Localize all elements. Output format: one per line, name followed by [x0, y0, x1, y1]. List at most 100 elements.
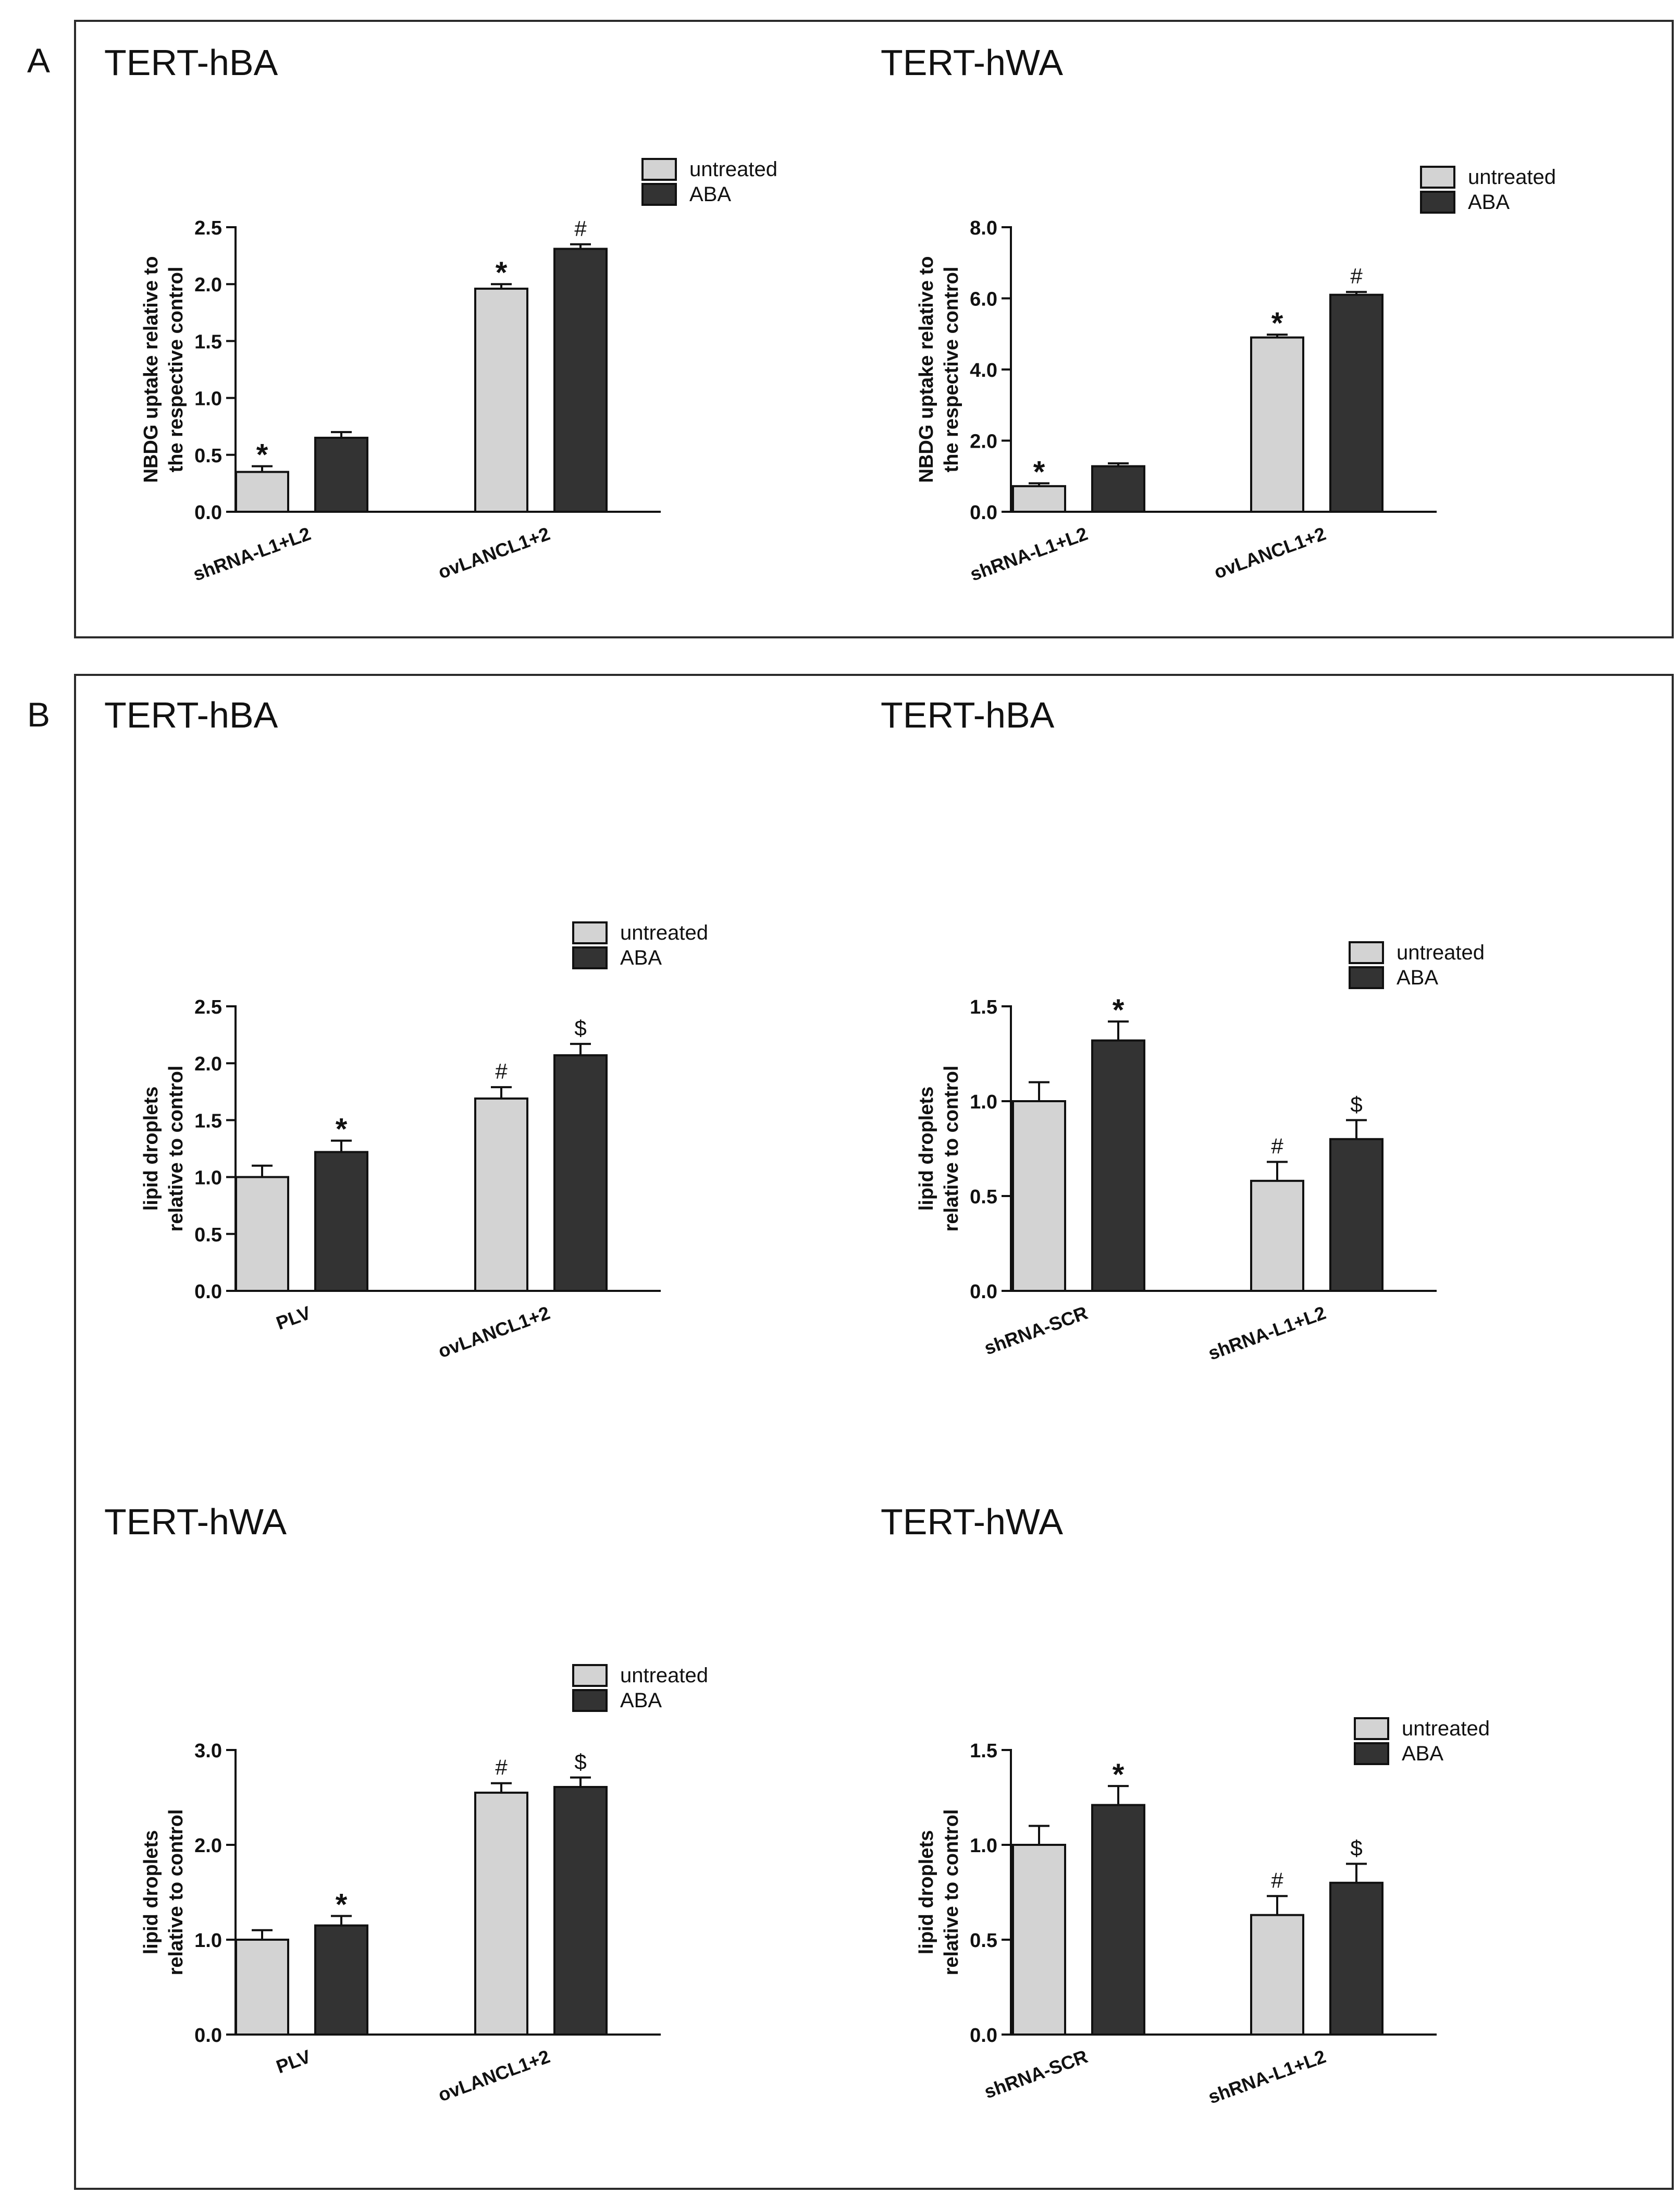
chart-4-bar-untreated: [474, 1791, 528, 2036]
chart-3-ylabel: relative to control: [941, 1066, 962, 1232]
chart-1-xtick-label: ovLANCL1+2: [1211, 523, 1329, 583]
chart-2-bar-aba: [314, 1151, 368, 1292]
chart-3-legend-swatch-untreated: [1349, 941, 1384, 964]
chart-1-ytick-label: 0.0: [970, 502, 997, 524]
chart-4-legend-swatch-aba: [572, 1689, 608, 1712]
chart-3-ytick-label: 0.5: [970, 1186, 997, 1208]
chart-2-bar-untreated: [235, 1176, 289, 1292]
chart-5-ytick-label: 1.5: [970, 1740, 997, 1762]
chart-3-bar-untreated: [1012, 1100, 1066, 1292]
chart-2-ytick-label: 0.0: [194, 1281, 222, 1303]
chart-5-title: TERT-hWA: [881, 1501, 1064, 1542]
chart-1-ytick-label: 8.0: [970, 217, 997, 239]
chart-5-legend-swatch-aba: [1354, 1742, 1389, 1765]
chart-2-annotation: #: [495, 1059, 508, 1083]
panel-a-frame: [74, 20, 1674, 638]
chart-4-xtick-label: ovLANCL1+2: [435, 2045, 553, 2106]
chart-5-bar-untreated: [1250, 1914, 1304, 2036]
chart-2-ytick-label: 1.0: [194, 1167, 222, 1189]
chart-4-ytick-label: 2.0: [194, 1835, 222, 1857]
chart-3-annotation: #: [1271, 1133, 1283, 1158]
chart-3-legend-swatch-aba: [1349, 966, 1384, 989]
chart-1-legend-swatch-untreated: [1420, 166, 1455, 189]
chart-2-ytick-label: 1.5: [194, 1110, 222, 1132]
chart-2-bar-untreated: [474, 1097, 528, 1292]
chart-3-ytick-label: 0.0: [970, 1281, 997, 1303]
chart-0-ylabel: NBDG uptake relative to: [140, 256, 162, 483]
chart-0-legend-label: untreated: [689, 158, 777, 181]
chart-3-xtick-label: shRNA-L1+L2: [1205, 1302, 1329, 1364]
chart-2-ylabel: lipid droplets: [140, 1087, 162, 1211]
chart-2-xtick-label: PLV: [273, 1302, 313, 1334]
chart-0-annotation: *: [256, 438, 268, 472]
chart-3-annotation: *: [1113, 993, 1125, 1027]
chart-1-annotation: *: [1271, 306, 1283, 340]
chart-5-legend-label: untreated: [1402, 1717, 1490, 1740]
chart-3-ytick-label: 1.5: [970, 996, 997, 1018]
chart-5-ylabel: lipid droplets: [916, 1830, 937, 1955]
chart-4-bar-aba: [314, 1924, 368, 2036]
chart-0-xtick-label: ovLANCL1+2: [435, 523, 553, 583]
chart-0-ytick-label: 1.0: [194, 388, 222, 410]
chart-0-bar-aba: [553, 248, 608, 513]
chart-3-title: TERT-hBA: [881, 695, 1055, 735]
chart-5-bar-aba: [1091, 1804, 1145, 2036]
chart-1-bar-untreated: [1250, 336, 1304, 513]
chart-0-ytick-label: 2.5: [194, 217, 222, 239]
chart-2-ylabel: relative to control: [165, 1066, 187, 1232]
chart-1-bar-aba: [1329, 293, 1383, 513]
chart-1-ylabel: NBDG uptake relative to: [916, 256, 937, 483]
chart-1-annotation: #: [1350, 264, 1363, 288]
chart-5-xtick-label: shRNA-L1+L2: [1205, 2045, 1329, 2108]
chart-2-ytick-label: 0.5: [194, 1224, 222, 1246]
chart-1-annotation: *: [1033, 455, 1045, 489]
chart-2-legend-label: ABA: [620, 946, 662, 969]
chart-5-ytick-label: 0.5: [970, 1930, 997, 1952]
chart-3-ytick-label: 1.0: [970, 1091, 997, 1113]
chart-0-ytick-label: 1.5: [194, 331, 222, 353]
chart-4-ylabel: relative to control: [165, 1809, 187, 1976]
chart-4-legend-label: ABA: [620, 1689, 662, 1712]
chart-5-bar-untreated: [1012, 1844, 1066, 2036]
chart-5-legend-label: ABA: [1402, 1742, 1443, 1765]
chart-1-xtick-label: shRNA-L1+L2: [967, 523, 1091, 585]
chart-2-annotation: *: [336, 1113, 348, 1147]
chart-5-annotation: $: [1350, 1835, 1362, 1860]
chart-0-ylabel: the respective control: [165, 267, 187, 473]
chart-2-bar-aba: [553, 1054, 608, 1292]
chart-5-ylabel: relative to control: [941, 1809, 962, 1976]
chart-5-annotation: #: [1271, 1868, 1283, 1892]
chart-3-bar-aba: [1329, 1138, 1383, 1292]
chart-3-bar-aba: [1091, 1039, 1145, 1292]
chart-3-legend-label: ABA: [1397, 966, 1438, 989]
chart-1-ytick-label: 4.0: [970, 360, 997, 381]
chart-4-legend-swatch-untreated: [572, 1664, 608, 1687]
panel-b-letter: B: [27, 695, 51, 734]
chart-4-ytick-label: 3.0: [194, 1740, 222, 1762]
chart-1-title: TERT-hWA: [881, 42, 1064, 83]
chart-4-annotation: $: [574, 1749, 586, 1774]
chart-2-title: TERT-hBA: [104, 695, 278, 735]
chart-5-xtick-label: shRNA-SCR: [981, 2045, 1090, 2103]
chart-4-legend-label: untreated: [620, 1664, 708, 1687]
chart-4-title: TERT-hWA: [104, 1501, 287, 1542]
chart-2-ytick-label: 2.5: [194, 996, 222, 1018]
chart-1-legend-label: untreated: [1468, 166, 1556, 189]
chart-1-bar-untreated: [1012, 485, 1066, 513]
chart-3-bar-untreated: [1250, 1179, 1304, 1292]
chart-0-legend-swatch-untreated: [641, 158, 677, 181]
chart-5-annotation: *: [1113, 1758, 1125, 1792]
chart-3-legend-label: untreated: [1397, 941, 1485, 964]
chart-0-legend-swatch-aba: [641, 183, 677, 206]
chart-4-xtick-label: PLV: [273, 2045, 313, 2078]
chart-5-ytick-label: 1.0: [970, 1835, 997, 1857]
chart-5-legend-swatch-untreated: [1354, 1717, 1389, 1740]
chart-5-bar-aba: [1329, 1881, 1383, 2036]
chart-0-annotation: *: [496, 256, 508, 290]
chart-0-xtick-label: shRNA-L1+L2: [190, 523, 314, 585]
chart-0-ytick-label: 2.0: [194, 274, 222, 296]
chart-0-legend-label: ABA: [689, 183, 731, 206]
chart-3-ylabel: lipid droplets: [916, 1087, 937, 1211]
chart-4-ylabel: lipid droplets: [140, 1830, 162, 1955]
